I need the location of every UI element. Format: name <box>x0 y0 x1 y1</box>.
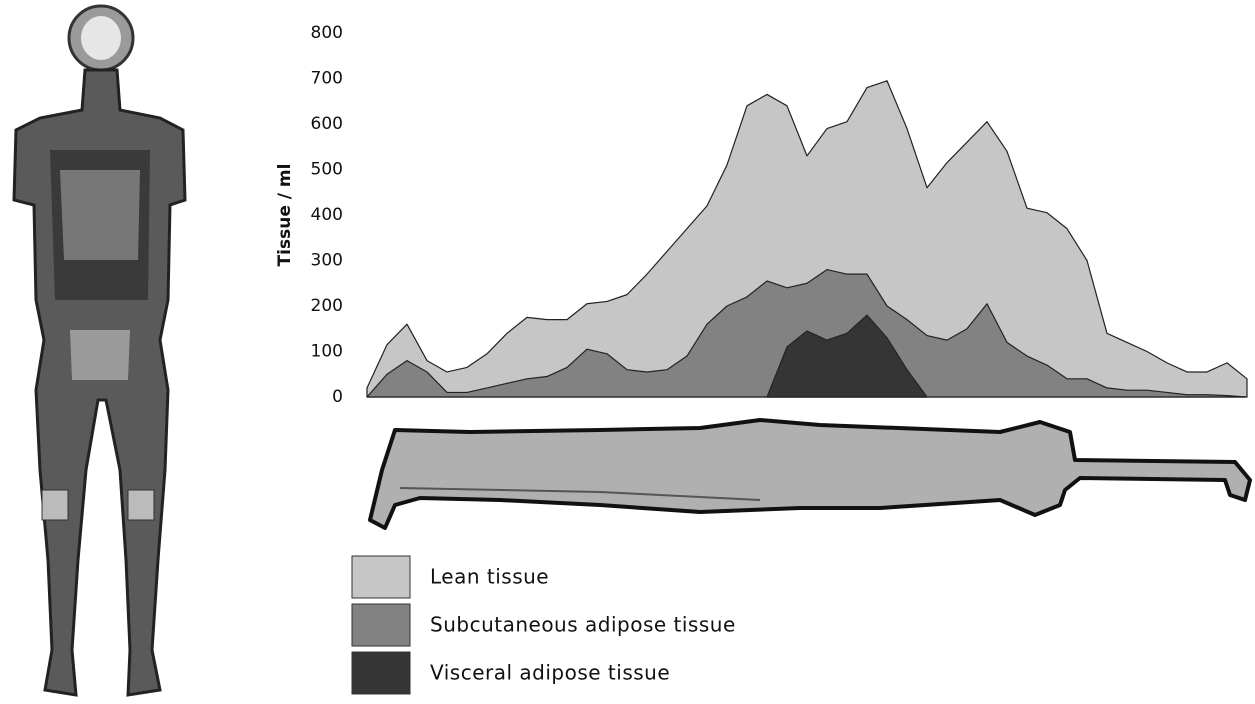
legend-label: Lean tissue <box>430 565 549 589</box>
legend-label: Visceral adipose tissue <box>430 661 670 685</box>
y-tick-label: 600 <box>311 114 343 134</box>
legend-swatch <box>352 604 410 646</box>
figure: Tissue / ml 0 100 200 300 400 500 600 700 800 Lea… <box>0 0 1255 704</box>
y-tick-label: 100 <box>311 342 343 362</box>
y-tick-label: 0 <box>332 387 343 407</box>
y-tick-label: 200 <box>311 296 343 316</box>
y-tick-label: 500 <box>311 160 343 180</box>
y-tick-label: 800 <box>311 23 343 43</box>
y-axis-label: Tissue / ml <box>275 164 295 267</box>
body-silhouette <box>370 420 1250 528</box>
legend-swatch <box>352 556 410 598</box>
y-tick-label: 700 <box>311 69 343 89</box>
legend-swatch <box>352 652 410 694</box>
y-tick-label: 400 <box>311 205 343 225</box>
legend-label: Subcutaneous adipose tissue <box>430 613 736 637</box>
y-tick-label: 300 <box>311 251 343 271</box>
mri-body-image <box>14 6 185 695</box>
